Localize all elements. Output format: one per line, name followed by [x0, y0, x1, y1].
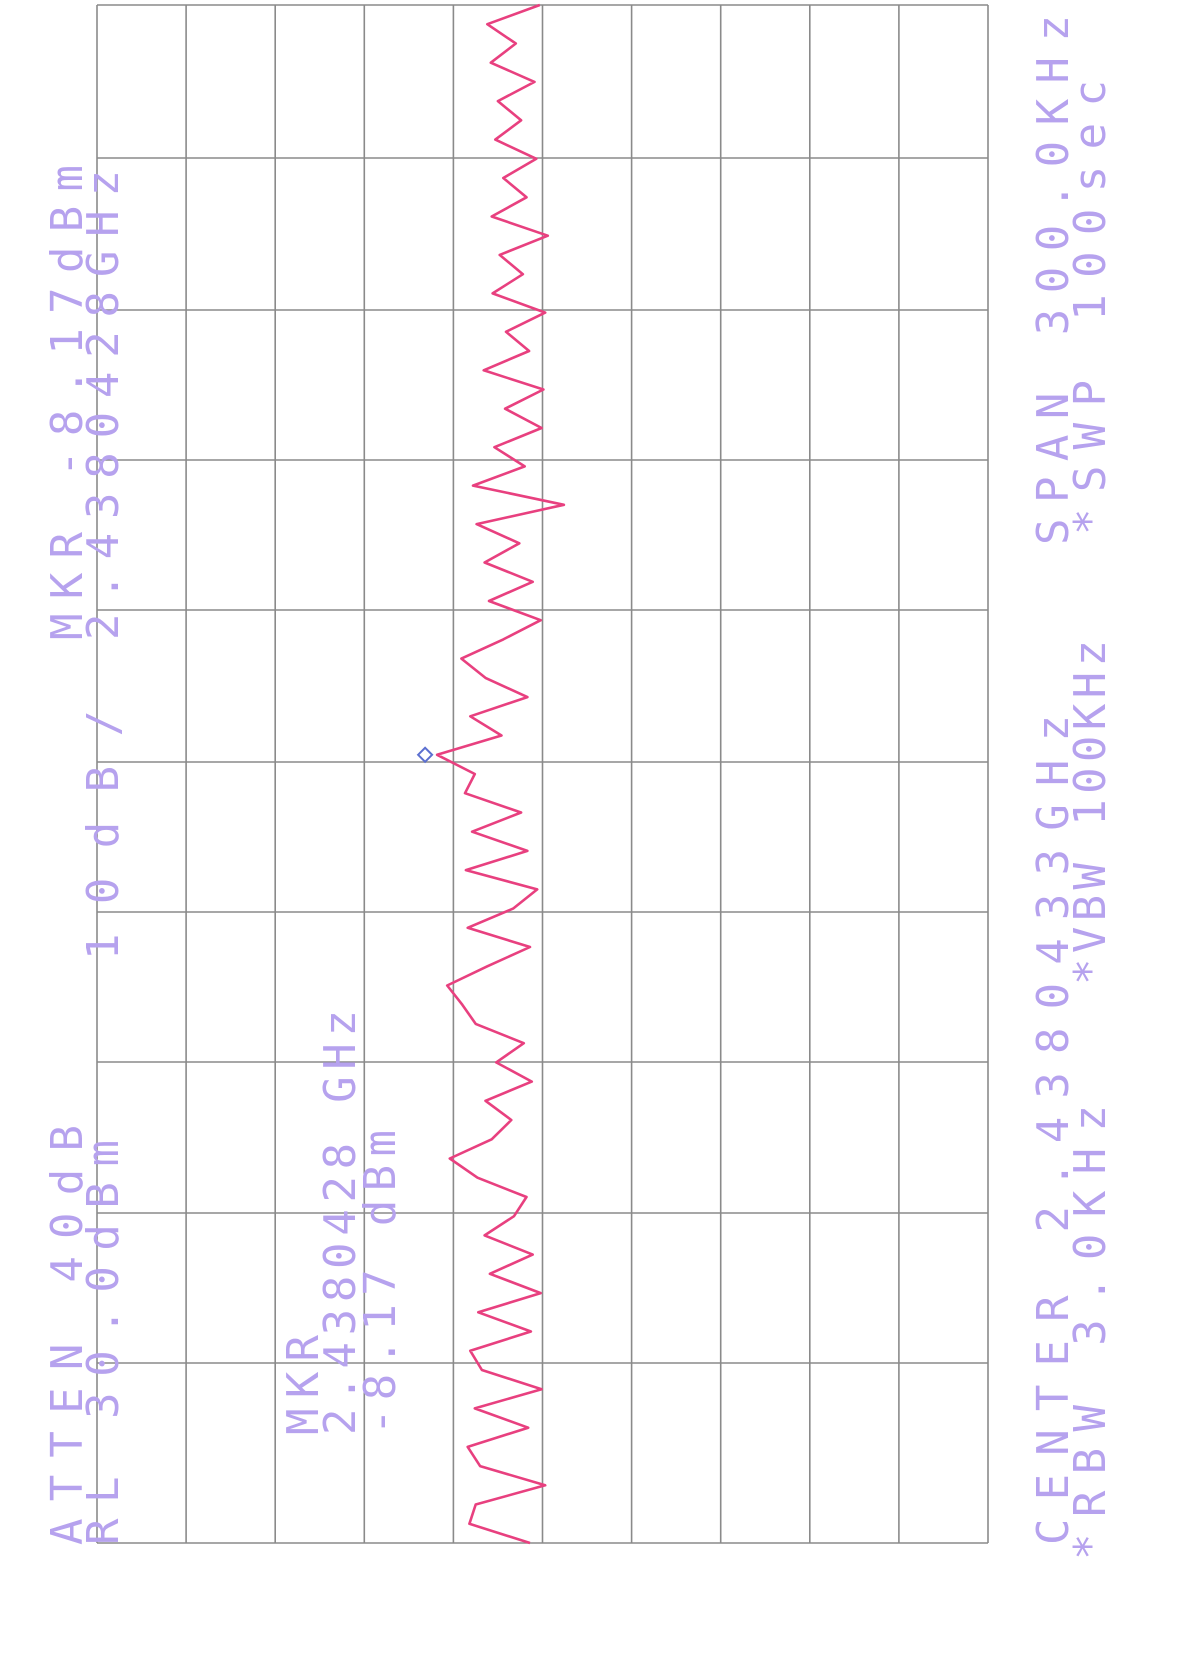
trace-line [435, 3, 566, 1545]
trace-layer [416, 3, 566, 1545]
vbw-label: *VBW 100KHz [1065, 640, 1116, 985]
marker-frequency-readout: 2.4380428 GHz [315, 1010, 366, 1435]
span-label: SPAN 300.0KHz [1028, 15, 1079, 545]
rbw-label: *RBW 3.0KHz [1065, 1105, 1116, 1560]
sweep-label: *SWP 100sec [1065, 80, 1116, 535]
marker-frequency-label: 2.4380428GHz [78, 170, 129, 640]
ref-level-label: RL 30.0dBm [78, 1140, 129, 1545]
marker-label: MKR [278, 1335, 329, 1436]
marker-diamond [416, 746, 434, 764]
amplitude-grid [96, 5, 989, 1543]
marker-amplitude-readout: -8.17 dBm [355, 1130, 406, 1435]
scale-label: 10dB/ [78, 710, 129, 960]
center-label: CENTER 2.4380433GHz [1028, 715, 1079, 1545]
